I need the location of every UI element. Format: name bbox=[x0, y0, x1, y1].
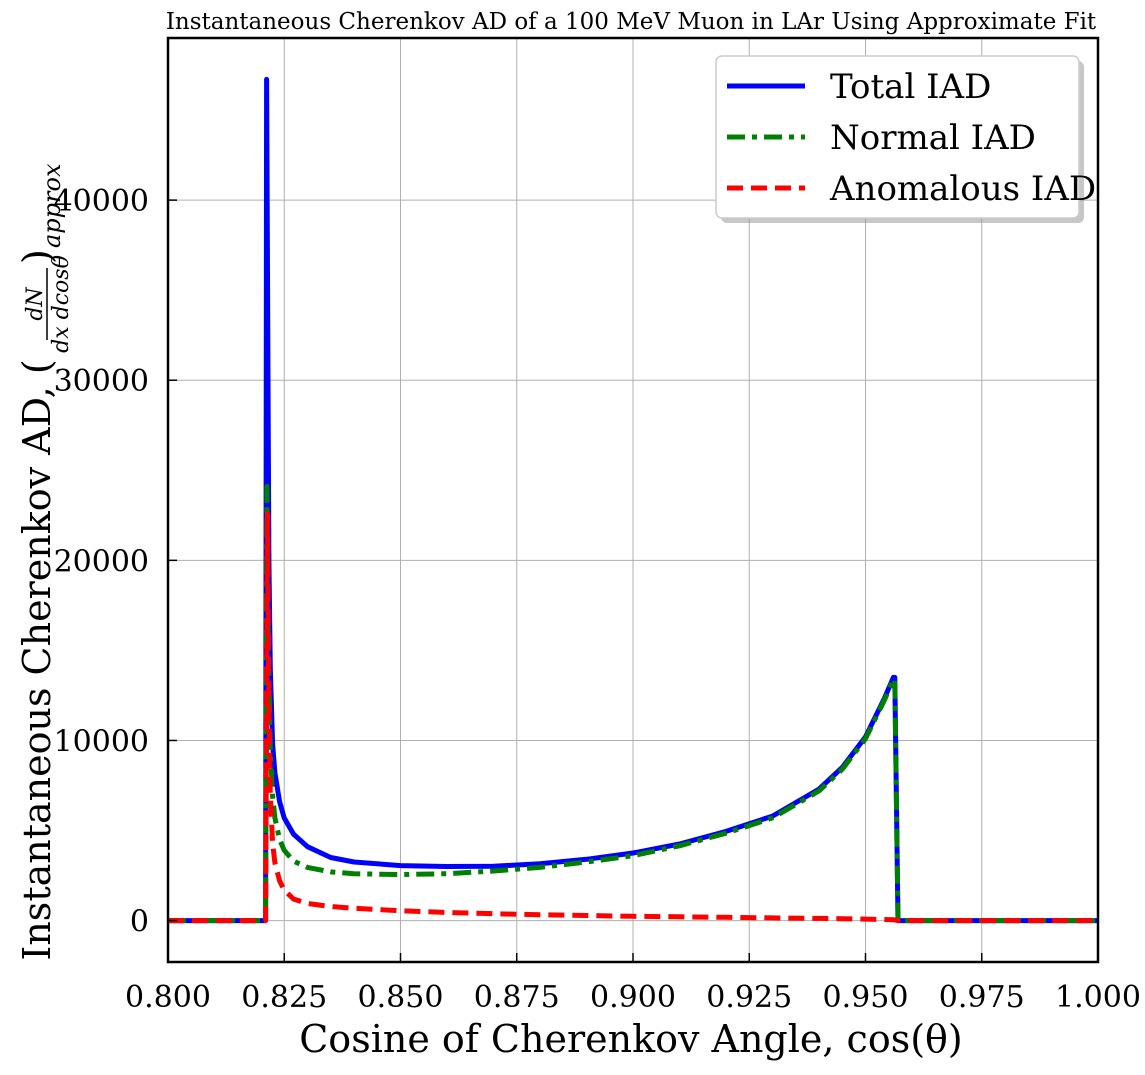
x-tick-label: 0.925 bbox=[706, 980, 792, 1015]
y-axis-label: Instantaneous Cherenkov AD, ( dN dx dcos… bbox=[15, 163, 74, 961]
chart-title: Instantaneous Cherenkov AD of a 100 MeV … bbox=[166, 9, 1097, 35]
series-line-anomalous-iad bbox=[168, 511, 1098, 924]
y-axis-label-close: ) bbox=[15, 249, 59, 264]
y-tick-label: 10000 bbox=[54, 724, 149, 759]
y-axis-label-text: Instantaneous Cherenkov AD, ( bbox=[15, 359, 59, 960]
x-tick-labels: 0.800 0.825 0.850 0.875 0.900 0.925 0.950 0.975… bbox=[125, 980, 1141, 1015]
legend-label: Normal IAD bbox=[830, 118, 1036, 158]
y-axis-label-subscript: approx bbox=[38, 163, 66, 248]
y-tick-label: 0 bbox=[130, 905, 149, 940]
legend-items: Total IAD Normal IAD Anomalous IAD bbox=[727, 67, 1096, 209]
x-axis-label: Cosine of Cherenkov Angle, cos(θ) bbox=[299, 1017, 963, 1061]
x-tick-label: 1.000 bbox=[1055, 980, 1141, 1015]
legend-label: Anomalous IAD bbox=[829, 169, 1096, 209]
y-tick-label: 30000 bbox=[54, 364, 149, 399]
ticks bbox=[167, 199, 1099, 962]
y-axis-label-denominator: dx dcosθ bbox=[49, 255, 74, 353]
legend-label: Total IAD bbox=[830, 67, 991, 107]
x-tick-label: 0.825 bbox=[241, 980, 327, 1015]
legend: Total IAD Normal IAD Anomalous IAD bbox=[715, 55, 1096, 223]
x-tick-label: 0.900 bbox=[590, 980, 676, 1015]
x-tick-label: 0.800 bbox=[125, 980, 211, 1015]
legend-box bbox=[715, 55, 1080, 219]
y-tick-label: 40000 bbox=[54, 184, 149, 219]
x-tick-label: 0.975 bbox=[939, 980, 1025, 1015]
y-axis-label-numerator: dN bbox=[23, 287, 48, 321]
x-tick-label: 0.875 bbox=[474, 980, 560, 1015]
x-tick-label: 0.850 bbox=[358, 980, 444, 1015]
x-tick-label: 0.950 bbox=[823, 980, 909, 1015]
y-tick-label: 20000 bbox=[54, 544, 149, 579]
series-layer bbox=[168, 76, 1098, 924]
series-line-normal-iad bbox=[168, 484, 1098, 924]
y-tick-labels: 0 10000 20000 30000 40000 bbox=[54, 184, 149, 939]
